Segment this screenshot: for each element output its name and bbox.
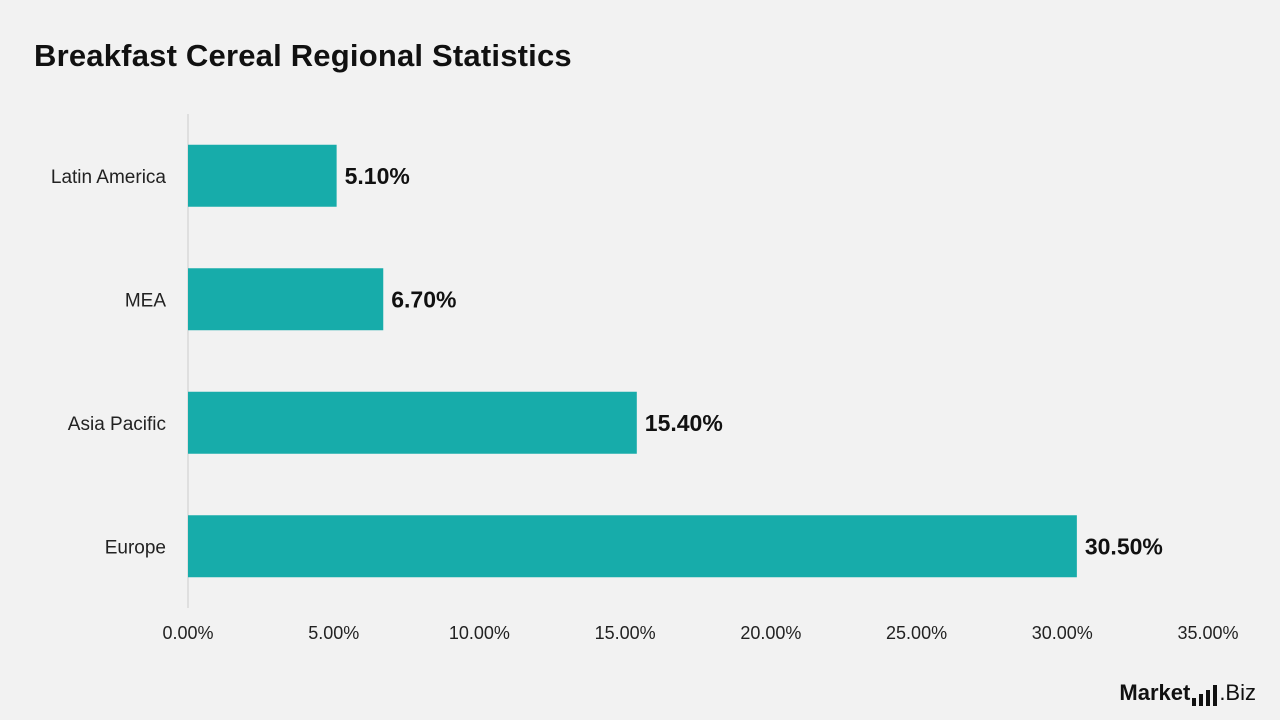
x-tick-label-5: 25.00% [886, 623, 947, 643]
chart-title: Breakfast Cereal Regional Statistics [34, 38, 572, 73]
logo-brand: Market [1119, 680, 1191, 705]
logo-suffix: .Biz [1219, 680, 1256, 705]
bar-3 [188, 515, 1077, 578]
x-tick-label-7: 35.00% [1177, 623, 1238, 643]
data-label-1: 6.70% [391, 286, 456, 312]
category-label-3: Europe [105, 537, 166, 558]
x-tick-label-6: 30.00% [1032, 623, 1093, 643]
x-tick-label-2: 10.00% [449, 623, 510, 643]
data-label-0: 5.10% [345, 163, 410, 189]
bar-1 [188, 268, 384, 331]
category-label-0: Latin America [51, 167, 167, 188]
x-tick-label-0: 0.00% [162, 623, 213, 643]
category-label-1: MEA [125, 290, 167, 311]
bar-0 [188, 144, 337, 207]
x-tick-label-3: 15.00% [595, 623, 656, 643]
x-tick-label-4: 20.00% [740, 623, 801, 643]
category-label-2: Asia Pacific [68, 414, 166, 435]
data-label-2: 15.40% [645, 410, 723, 436]
bar-2 [188, 391, 637, 454]
logo-bars-icon [1192, 684, 1218, 706]
marketbiz-logo: Market .Biz [1119, 680, 1256, 706]
data-label-3: 30.50% [1085, 533, 1163, 559]
x-tick-label-1: 5.00% [308, 623, 359, 643]
